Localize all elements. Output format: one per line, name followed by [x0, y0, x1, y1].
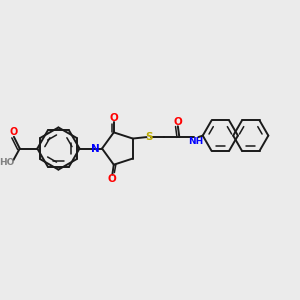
Text: HO: HO — [0, 158, 15, 166]
Text: O: O — [9, 127, 17, 136]
Text: S: S — [145, 132, 153, 142]
Text: O: O — [108, 174, 117, 184]
Text: O: O — [110, 113, 118, 123]
Text: N: N — [91, 143, 100, 154]
Text: NH: NH — [188, 137, 203, 146]
Text: O: O — [173, 117, 182, 127]
